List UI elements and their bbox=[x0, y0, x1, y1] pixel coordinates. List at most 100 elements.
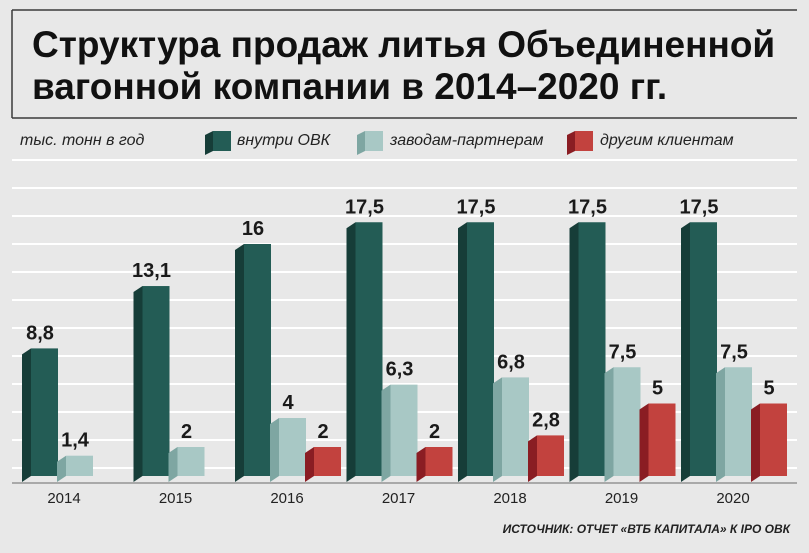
bar-series1-2019 bbox=[604, 367, 641, 482]
chart-title-line-2: вагонной компании в 2014–2020 гг. bbox=[32, 66, 668, 107]
bar-series2-2017 bbox=[416, 447, 453, 482]
bar-series1-2014 bbox=[57, 455, 93, 482]
x-tick-label: 2018 bbox=[493, 490, 526, 507]
bars: 8,8 1,4 2014 13,1 2 2015 16 4 2 2016 17,5 6,3 2 2017 1… bbox=[22, 196, 787, 507]
bar-front-face bbox=[355, 222, 383, 476]
bar-front-face bbox=[648, 403, 676, 476]
bar-series1-2020 bbox=[716, 367, 752, 482]
legend-swatch-side bbox=[567, 131, 575, 155]
bar-series2-2019 bbox=[639, 403, 676, 482]
bar-series2-2016 bbox=[305, 447, 341, 482]
bar-front-face bbox=[760, 403, 787, 476]
bar-front-face bbox=[502, 377, 529, 476]
x-tick-label: 2017 bbox=[382, 490, 415, 507]
legend-label-partners: заводам-партнерам bbox=[390, 132, 544, 149]
value-label: 2 bbox=[181, 421, 192, 443]
value-label: 17,5 bbox=[457, 196, 496, 218]
legend-swatch-front bbox=[575, 131, 593, 151]
bar-side-face bbox=[168, 447, 178, 482]
source-note: ИСТОЧНИК: ОТЧЕТ «ВТБ КАПИТАЛА» К IPO ОВК bbox=[502, 522, 790, 536]
legend-swatch-front bbox=[213, 131, 231, 151]
bar-front-face bbox=[142, 286, 170, 476]
bar-front-face bbox=[390, 384, 418, 476]
value-label: 2 bbox=[317, 421, 328, 443]
value-label: 6,3 bbox=[386, 359, 414, 381]
value-label: 7,5 bbox=[720, 341, 748, 363]
bar-series0-2019 bbox=[569, 222, 606, 482]
chart-title: Структура продаж литья Объединенной ваго… bbox=[32, 24, 775, 108]
bar-front-face bbox=[725, 367, 752, 476]
value-label: 8,8 bbox=[26, 322, 54, 344]
bar-front-face bbox=[31, 348, 58, 476]
legend-swatch-front bbox=[365, 131, 383, 151]
legend-swatch-side bbox=[357, 131, 365, 155]
bar-front-face bbox=[578, 222, 606, 476]
x-tick-label: 2015 bbox=[159, 490, 192, 507]
bar-side-face bbox=[270, 418, 279, 482]
bar-side-face bbox=[681, 222, 690, 482]
x-tick-label: 2019 bbox=[605, 490, 638, 507]
value-label: 6,8 bbox=[497, 351, 525, 373]
value-label: 16 bbox=[242, 218, 264, 240]
legend-label-inside: внутри ОВК bbox=[237, 132, 331, 149]
bar-front-face bbox=[177, 447, 205, 476]
bar-front-face bbox=[690, 222, 717, 476]
x-tick-label: 2020 bbox=[716, 490, 749, 507]
bar-side-face bbox=[57, 455, 66, 482]
x-tick-label: 2016 bbox=[270, 490, 303, 507]
legend-label-others: другим клиентам bbox=[600, 132, 734, 149]
bar-side-face bbox=[569, 222, 579, 482]
value-label: 7,5 bbox=[609, 341, 637, 363]
bar-series2-2018 bbox=[528, 435, 564, 482]
bar-series0-2017 bbox=[346, 222, 383, 482]
bar-series1-2016 bbox=[270, 418, 306, 482]
bar-side-face bbox=[458, 222, 467, 482]
value-label: 5 bbox=[763, 378, 774, 400]
frame bbox=[11, 9, 797, 119]
bar-side-face bbox=[133, 286, 143, 482]
bar-series0-2018 bbox=[458, 222, 494, 482]
bar-side-face bbox=[381, 384, 391, 482]
bar-front-face bbox=[279, 418, 306, 476]
x-tick-label: 2014 bbox=[47, 490, 80, 507]
value-label: 17,5 bbox=[680, 196, 719, 218]
bar-side-face bbox=[751, 403, 760, 482]
bar-series0-2020 bbox=[681, 222, 717, 482]
bar-series1-2017 bbox=[381, 384, 418, 482]
legend-swatch-side bbox=[205, 131, 213, 155]
legend-swatch-inside bbox=[205, 131, 231, 155]
bar-side-face bbox=[22, 348, 31, 482]
value-label: 2 bbox=[429, 421, 440, 443]
bar-side-face bbox=[528, 435, 537, 482]
chart-title-line-1: Структура продаж литья Объединенной bbox=[32, 24, 776, 65]
bar-series1-2018 bbox=[493, 377, 529, 482]
bar-series0-2016 bbox=[235, 244, 271, 482]
legend-swatch-others bbox=[567, 131, 593, 155]
value-label: 13,1 bbox=[132, 260, 171, 282]
bar-front-face bbox=[613, 367, 641, 476]
bar-front-face bbox=[425, 447, 453, 476]
unit-label: тыс. тонн в год bbox=[20, 132, 145, 149]
value-label: 17,5 bbox=[568, 196, 607, 218]
value-label: 1,4 bbox=[61, 430, 90, 452]
value-label: 2,8 bbox=[532, 409, 560, 431]
value-label: 17,5 bbox=[345, 196, 384, 218]
bar-side-face bbox=[416, 447, 426, 482]
bar-side-face bbox=[639, 403, 649, 482]
bar-front-face bbox=[314, 447, 341, 476]
bar-side-face bbox=[305, 447, 314, 482]
bar-side-face bbox=[346, 222, 356, 482]
bar-side-face bbox=[235, 244, 244, 482]
bar-series2-2020 bbox=[751, 403, 787, 482]
value-label: 4 bbox=[282, 392, 294, 414]
bar-front-face bbox=[537, 435, 564, 476]
bar-front-face bbox=[467, 222, 494, 476]
legend-swatch-partners bbox=[357, 131, 383, 155]
bar-series0-2014 bbox=[22, 348, 58, 482]
value-label: 5 bbox=[652, 378, 663, 400]
bar-side-face bbox=[493, 377, 502, 482]
bar-front-face bbox=[66, 455, 93, 476]
bar-series1-2015 bbox=[168, 447, 205, 482]
